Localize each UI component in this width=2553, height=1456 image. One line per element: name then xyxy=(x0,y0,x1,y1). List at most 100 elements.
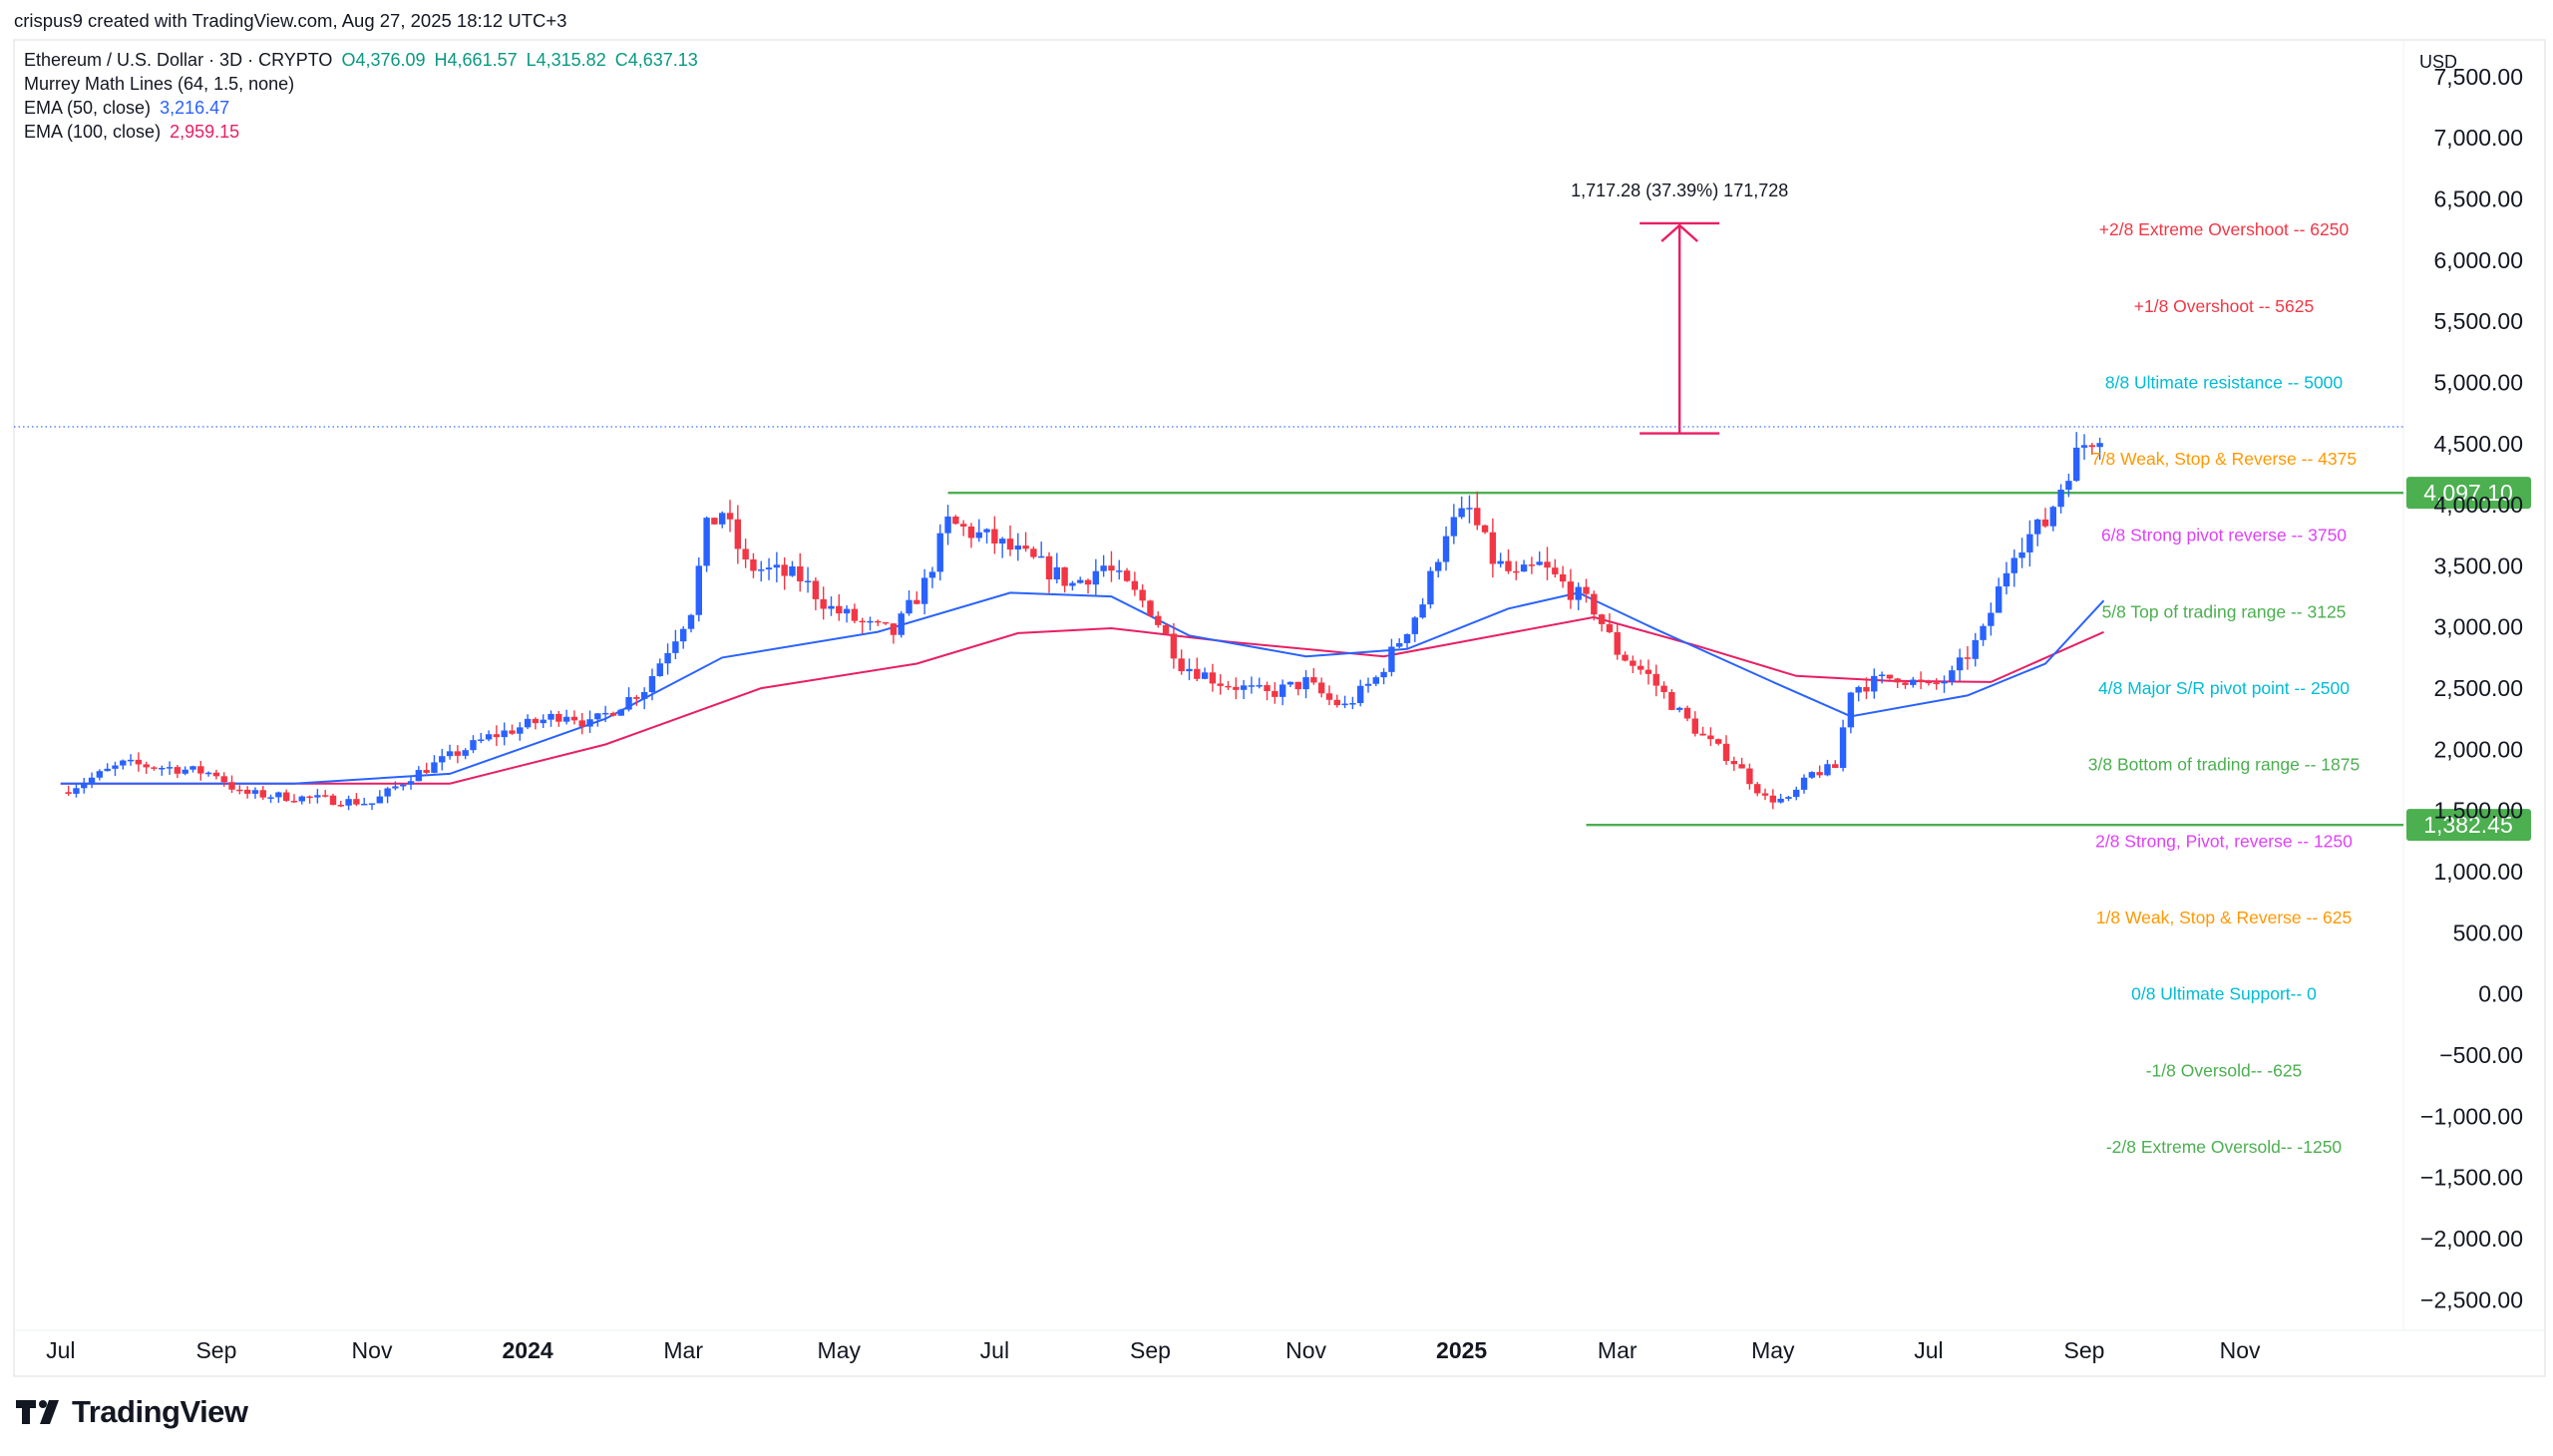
candle-body xyxy=(1769,795,1777,803)
candle-body xyxy=(174,767,182,774)
candle-body xyxy=(1894,678,1901,683)
candle-body xyxy=(1614,631,1621,655)
price-tick-label: 5,500.00 xyxy=(2433,308,2523,334)
candle-body xyxy=(1871,675,1878,692)
candle-body xyxy=(1264,685,1271,692)
candle-body xyxy=(1972,639,1979,659)
price-tick-label: 4,500.00 xyxy=(2433,431,2523,457)
candle-body xyxy=(1847,692,1855,728)
candle-body xyxy=(1559,573,1567,582)
candle-body xyxy=(243,789,251,794)
candle-body xyxy=(1278,684,1286,697)
candle-body xyxy=(298,796,305,802)
candle-body xyxy=(267,797,274,799)
support-resistance-lines[interactable]: 4,097.10 1,382.45 xyxy=(947,477,2531,842)
candle-body xyxy=(2096,443,2103,448)
candle-body xyxy=(73,788,80,794)
candle-body xyxy=(1209,672,1217,684)
tradingview-logo[interactable]: TradingView xyxy=(16,1394,248,1430)
candle-body xyxy=(1839,727,1847,769)
candle-body xyxy=(329,795,337,806)
candle-body xyxy=(1077,579,1084,583)
candle-body xyxy=(1069,582,1076,586)
candle-body xyxy=(1863,687,1870,692)
candle-body xyxy=(337,805,344,807)
candle-body xyxy=(251,790,259,794)
candle-body xyxy=(967,526,975,539)
candle-body xyxy=(290,800,298,803)
price-range-measurement[interactable]: 1,717.28 (37.39%) 171,728 xyxy=(1571,181,1788,435)
candle-body xyxy=(836,605,843,614)
time-tick-label: Jul xyxy=(980,1337,1009,1363)
candle-body xyxy=(703,518,710,566)
candle-body xyxy=(1886,674,1894,679)
candle-body xyxy=(1419,604,1426,618)
candle-body xyxy=(1147,600,1154,616)
murrey-level-label: -2/8 Extreme Oversold-- -1250 xyxy=(2106,1137,2343,1157)
candle-body xyxy=(1356,685,1364,704)
candle-body xyxy=(913,599,920,604)
symbol-title[interactable]: Ethereum / U.S. Dollar · 3D · CRYPTO xyxy=(24,50,333,70)
murrey-level-label: 3/8 Bottom of trading range -- 1875 xyxy=(2088,755,2360,775)
candle-body xyxy=(1691,718,1698,734)
candle-body xyxy=(517,727,524,734)
ohlc-close: C4,637.13 xyxy=(614,50,698,70)
indicator-murrey[interactable]: Murrey Math Lines (64, 1.5, none) xyxy=(24,74,298,95)
price-tick-label: −2,000.00 xyxy=(2420,1226,2523,1252)
candle-body xyxy=(726,513,734,520)
candle-body xyxy=(1652,673,1659,686)
candle-body xyxy=(143,764,150,768)
horizontal-level-tag-text: 4,097.10 xyxy=(2423,480,2513,506)
candle-body xyxy=(1956,657,1964,671)
candle-body xyxy=(742,548,749,559)
candle-body xyxy=(711,518,718,525)
indicator-ema100[interactable]: EMA (100, close) 2,959.15 xyxy=(24,122,243,143)
candle-body xyxy=(991,529,998,544)
ema50-line xyxy=(60,591,2105,785)
candle-body xyxy=(228,782,235,790)
price-tick-label: 3,000.00 xyxy=(2433,614,2523,640)
time-tick-label: Sep xyxy=(2064,1337,2105,1363)
candle-body xyxy=(640,692,648,699)
currency-label[interactable]: USD xyxy=(2419,52,2458,72)
candle-body xyxy=(1466,508,1473,510)
candle-body xyxy=(695,565,703,615)
candle-body xyxy=(197,766,204,774)
candle-body xyxy=(586,719,593,727)
murrey-level-label: 8/8 Ultimate resistance -- 5000 xyxy=(2105,372,2344,392)
candle-body xyxy=(1777,798,1784,803)
price-tick-label: 6,000.00 xyxy=(2433,247,2523,273)
murrey-level-label: 1/8 Weak, Stop & Reverse -- 625 xyxy=(2096,908,2352,927)
time-tick-label: Mar xyxy=(1598,1337,1638,1363)
candle-body xyxy=(758,569,765,571)
candle-body xyxy=(1738,764,1745,769)
candle-body xyxy=(773,564,781,568)
ema100-line xyxy=(60,615,2104,785)
candle-body xyxy=(361,803,368,806)
candle-body xyxy=(96,771,104,778)
price-tick-label: −2,500.00 xyxy=(2420,1286,2523,1312)
candle-body xyxy=(189,766,196,770)
candle-body xyxy=(1520,564,1528,572)
price-tick-label: 2,500.00 xyxy=(2433,675,2523,701)
candle-body xyxy=(1489,532,1497,564)
candle-body xyxy=(353,799,360,805)
candle-body xyxy=(1458,508,1465,518)
time-tick-label: 2025 xyxy=(1436,1337,1487,1363)
time-tick-label: 2024 xyxy=(503,1337,553,1363)
candle-body xyxy=(1442,536,1450,562)
time-tick-label: Nov xyxy=(2220,1337,2261,1363)
price-tick-label: 5,000.00 xyxy=(2433,369,2523,395)
candle-body xyxy=(1949,670,1956,682)
candle-body xyxy=(804,580,812,582)
candle-body xyxy=(1714,739,1722,744)
price-axis[interactable]: 7,500.00 7,000.00 6,500.00 6,000.00 5,500.00… xyxy=(2420,64,2523,1313)
candle-body xyxy=(485,734,493,740)
candle-body xyxy=(509,730,516,734)
time-axis[interactable]: Jul Sep Nov 2024 Mar May Jul Sep Nov 2025 Mar May Ju… xyxy=(46,1337,2261,1363)
candle-body xyxy=(470,740,477,751)
candle-body xyxy=(1832,764,1839,769)
indicator-ema50[interactable]: EMA (50, close) 3,216.47 xyxy=(24,98,233,119)
candle-body xyxy=(944,516,951,534)
